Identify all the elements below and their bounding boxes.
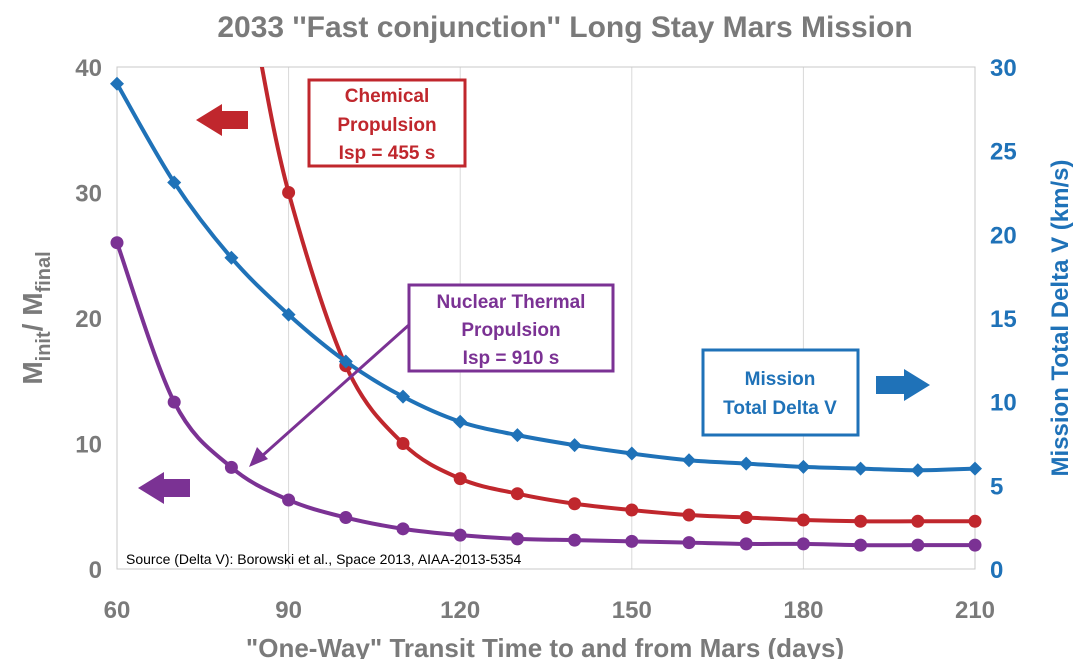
ntp-label-line2: Propulsion	[461, 320, 560, 341]
chart-title: 2033 ''Fast conjunction'' Long Stay Mars…	[217, 11, 912, 44]
chemical-point	[682, 508, 696, 522]
y-right-tick-label: 15	[990, 306, 1017, 333]
y-left-tick-label: 20	[75, 306, 102, 333]
ntp-point	[453, 528, 467, 542]
y-right-tick-label: 0	[990, 557, 1003, 584]
chemical-point	[854, 514, 868, 528]
ntp-label-line3: Isp = 910 s	[463, 348, 560, 369]
deltav-point	[224, 250, 239, 265]
ntp-annotation: Nuclear Thermal Propulsion Isp = 910 s	[407, 283, 615, 373]
ntp-point	[110, 236, 124, 250]
ntp-point	[682, 536, 696, 550]
chemical-series	[259, 67, 982, 528]
deltav-point	[110, 76, 124, 91]
y-right-tick-label: 10	[990, 390, 1017, 417]
deltav-label-line1: Mission	[745, 369, 816, 390]
y-left-tick-label: 30	[75, 181, 102, 208]
chemical-point	[453, 472, 467, 486]
ntp-point	[854, 538, 868, 552]
deltav-label-line2: Total Delta V	[723, 398, 837, 419]
ntp-point	[510, 532, 524, 546]
ntp-point	[625, 534, 639, 548]
y-right-tick-label: 30	[990, 55, 1017, 82]
deltav-point	[853, 461, 868, 476]
ntp-label-line1: Nuclear Thermal	[437, 292, 586, 313]
ntp-point	[568, 533, 582, 547]
x-tick-label: 60	[104, 597, 131, 624]
source-note: Source (Delta V): Borowski et al., Space…	[126, 551, 522, 567]
x-tick-label: 90	[275, 597, 302, 624]
y-right-tick-label: 5	[990, 473, 1003, 500]
deltav-point	[796, 459, 811, 474]
chemical-point	[796, 513, 810, 527]
series-layer	[110, 67, 982, 552]
y-left-tick-labels: 0 10 20 30 40	[75, 55, 102, 584]
ntp-pointer-arrowhead-icon	[249, 447, 268, 467]
y-right-axis-label: Mission Total Delta V (km/s)	[1047, 160, 1074, 477]
deltav-point	[396, 389, 410, 404]
chemical-left-arrow-icon	[196, 104, 248, 136]
ntp-left-arrow-icon	[138, 472, 190, 504]
deltav-point	[453, 414, 468, 429]
chemical-point	[625, 503, 639, 517]
chemical-point	[568, 497, 582, 511]
chemical-point	[968, 514, 982, 528]
y-right-tick-label: 25	[990, 139, 1017, 166]
chemical-point	[739, 511, 753, 525]
deltav-point	[567, 438, 582, 453]
deltav-point	[739, 456, 754, 471]
deltav-point	[167, 175, 182, 190]
deltav-point	[338, 354, 353, 369]
x-tick-labels: 60 90 120 150 180 210	[104, 597, 995, 624]
ntp-point	[968, 538, 982, 552]
deltav-point	[510, 428, 525, 443]
deltav-right-arrow-icon	[876, 369, 930, 401]
chemical-point	[396, 437, 410, 450]
x-tick-label: 210	[955, 597, 995, 624]
ntp-point	[396, 522, 410, 536]
ntp-point	[911, 538, 925, 552]
y-left-tick-label: 0	[89, 557, 102, 584]
ntp-point	[282, 493, 296, 507]
chemical-label-line2: Propulsion	[337, 115, 436, 136]
ntp-point	[796, 537, 810, 551]
chemical-label-line1: Chemical	[345, 86, 429, 107]
ntp-point	[224, 460, 238, 474]
x-tick-label: 120	[440, 597, 480, 624]
ntp-point	[739, 537, 753, 551]
y-left-axis-label: Minit/ Mfinal	[17, 251, 55, 384]
deltav-annotation: Mission Total Delta V	[701, 348, 860, 437]
deltav-point	[968, 461, 982, 476]
x-axis-label: "One-Way" Transit Time to and from Mars …	[246, 633, 844, 659]
chemical-annotation: Chemical Propulsion Isp = 455 s	[307, 78, 467, 168]
chemical-line	[259, 67, 975, 524]
chemical-point	[510, 487, 524, 501]
deltav-point	[910, 463, 925, 478]
ntp-point	[339, 511, 353, 525]
chemical-label-line3: Isp = 455 s	[339, 143, 436, 164]
chemical-point	[911, 514, 925, 528]
ntp-series	[110, 236, 982, 552]
y-left-tick-label: 40	[75, 55, 102, 82]
x-tick-label: 180	[783, 597, 823, 624]
chemical-point	[282, 186, 296, 199]
y-left-tick-label: 10	[75, 432, 102, 459]
deltav-point	[624, 446, 639, 461]
plot-area	[116, 66, 976, 570]
x-tick-label: 150	[612, 597, 652, 624]
ntp-pointer-line	[261, 322, 411, 458]
y-right-tick-label: 20	[990, 222, 1017, 249]
deltav-series	[110, 76, 982, 478]
y-right-tick-labels: 0 5 10 15 20 25 30	[990, 55, 1017, 584]
deltav-point	[281, 307, 296, 322]
ntp-point	[167, 395, 181, 409]
deltav-point	[682, 453, 696, 468]
